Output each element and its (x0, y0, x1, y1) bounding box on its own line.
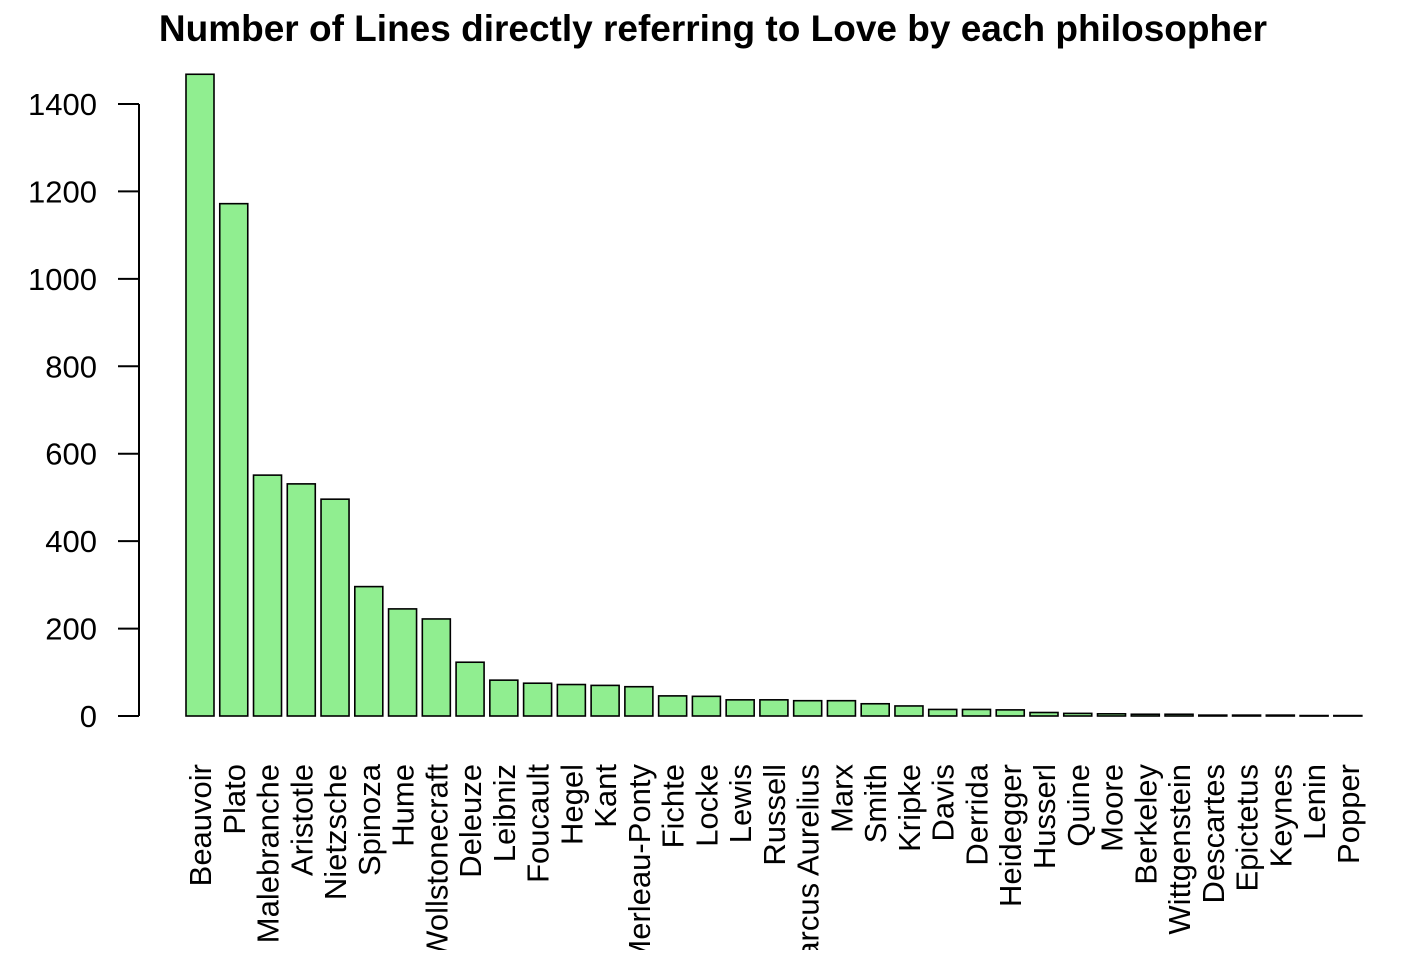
bar-marcus-aurelius (792, 699, 823, 717)
y-tick-label: 800 (45, 349, 97, 384)
y-tick-label: 600 (45, 437, 97, 472)
x-tick-label: Aristotle (284, 764, 319, 876)
bar-smith (860, 702, 891, 717)
x-tick-label: Malebranche (251, 764, 286, 943)
bar-husserl (1029, 711, 1059, 717)
bar-moore (1096, 713, 1127, 717)
bar-popper (1333, 714, 1363, 717)
x-tick-label: Kripke (892, 764, 927, 852)
bar-epictetus (1231, 714, 1262, 717)
y-tick-label: 200 (45, 612, 97, 647)
bar-foucault (522, 682, 553, 717)
chart-title: Number of Lines directly referring to Lo… (158, 8, 1268, 49)
x-tick-label: Spinoza (352, 763, 387, 876)
x-tick-label: Deleuze (453, 764, 488, 878)
bar-malebranche (252, 474, 283, 717)
x-tick-label: Leibniz (487, 764, 522, 862)
x-tick-label: Heidegger (993, 764, 1028, 907)
y-tick-label: 0 (80, 699, 97, 734)
x-tick-label: Kant (588, 764, 623, 828)
bar-fichte (657, 695, 688, 717)
bar-hegel (556, 683, 587, 717)
x-tick-label: Descartes (1196, 764, 1231, 904)
x-tick-label: Derrida (959, 763, 994, 865)
bar-heidegger (995, 709, 1026, 717)
bar-russell (759, 699, 789, 717)
x-tick-label: Foucault (521, 764, 556, 883)
bar-lewis (725, 699, 755, 717)
bar-plato (218, 202, 249, 717)
x-axis-labels: BeauvoirPlatoMalebrancheAristotleNietzsc… (183, 763, 1366, 955)
bar-spinoza (353, 585, 384, 717)
x-tick-label: Marx (824, 764, 859, 833)
x-tick-label: Beauvoir (183, 764, 218, 886)
x-tick-label: Epictetus (1230, 764, 1265, 892)
y-tick-label: 1400 (28, 87, 97, 122)
x-tick-label: Husserl (1027, 764, 1062, 869)
x-tick-label: Locke (689, 764, 724, 847)
x-tick-label: Keynes (1263, 764, 1298, 867)
bar-wollstonecraft (421, 618, 452, 717)
bar-derrida (961, 708, 992, 717)
y-axis: 0 200 400 600 800 1000 1200 1400 (28, 87, 140, 734)
bar-nietzsche (320, 498, 350, 717)
x-tick-label: Plato (217, 764, 252, 835)
bar-leibniz (489, 679, 519, 717)
bar-beauvoir (185, 73, 215, 717)
x-tick-label: Fichte (656, 764, 691, 848)
bar-keynes (1265, 714, 1296, 717)
bar-marx (826, 699, 857, 717)
bar-hume (387, 608, 418, 717)
x-tick-label: Popper (1331, 764, 1366, 864)
bar-quine (1062, 712, 1093, 717)
bar-kant (590, 684, 620, 717)
x-tick-label: Wollstonecraft (419, 764, 454, 950)
bar-lenin (1299, 714, 1329, 717)
x-tick-label: Marcus Aurelius (791, 764, 826, 950)
y-tick-label: 400 (45, 524, 97, 559)
x-tick-label: Russell (757, 764, 792, 866)
y-tick-label: 1000 (28, 262, 97, 297)
bar-descartes (1198, 714, 1228, 717)
bar-locke (691, 695, 722, 717)
bars (185, 73, 1363, 717)
x-tick-label: Lenin (1297, 764, 1332, 840)
bar-wittgenstein (1164, 713, 1194, 717)
x-tick-label: Quine (1061, 764, 1096, 847)
x-tick-label: Hume (386, 764, 421, 847)
x-tick-label: Lewis (723, 764, 758, 843)
x-tick-label: Smith (858, 764, 893, 843)
x-tick-label: Hegel (554, 764, 589, 845)
bar-davis (927, 708, 958, 717)
x-tick-label: Davis (926, 764, 961, 842)
bar-merleau-ponty (624, 685, 654, 717)
x-tick-label: Moore (1095, 764, 1130, 852)
bar-kripke (894, 705, 924, 717)
y-tick-label: 1200 (28, 174, 97, 209)
x-tick-label: Merleau-Ponty (622, 764, 657, 950)
bar-berkeley (1130, 713, 1161, 717)
x-tick-label: Nietzsche (318, 764, 353, 900)
bar-aristotle (286, 483, 317, 717)
x-tick-label: Wittgenstein (1162, 764, 1197, 935)
x-tick-label: Berkeley (1128, 764, 1163, 885)
bar-deleuze (455, 661, 485, 717)
